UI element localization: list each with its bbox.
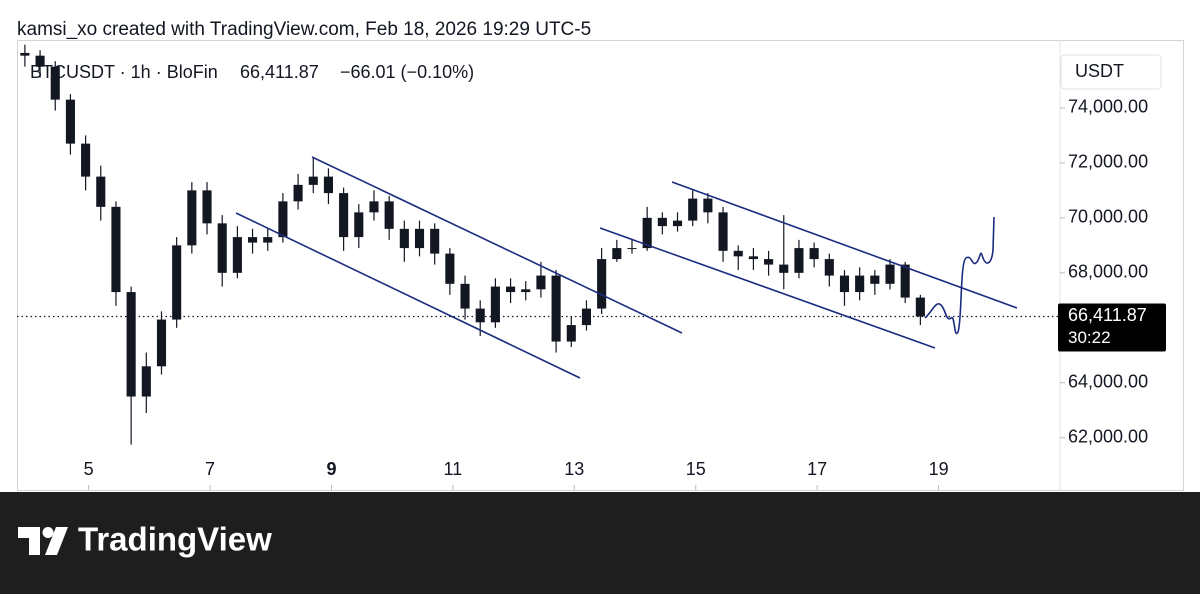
candle-body — [688, 198, 698, 221]
currency: USDT — [1075, 61, 1124, 81]
candle-body — [248, 237, 258, 243]
candle-body — [111, 206, 121, 293]
y-tick-label: 70,000.00 — [1068, 207, 1148, 227]
candle-body — [81, 143, 91, 177]
candle-body — [885, 264, 895, 284]
footer-brand: TradingView — [78, 521, 272, 558]
logo-mark — [42, 527, 54, 538]
candle-body — [566, 325, 576, 342]
candle-body — [779, 264, 789, 273]
candle-body — [399, 228, 409, 249]
candle-body — [581, 308, 592, 326]
candle-body — [672, 220, 683, 227]
x-tick-label: 13 — [564, 459, 584, 479]
x-tick-label: 5 — [84, 459, 94, 479]
candle-body — [809, 248, 819, 260]
x-tick-label: 7 — [205, 459, 215, 479]
candle-body — [50, 66, 60, 100]
candle-body — [748, 256, 758, 260]
candle-body — [339, 193, 349, 238]
candle-body — [278, 201, 288, 238]
candle-body — [263, 237, 273, 243]
candle-body — [657, 217, 667, 227]
candle-body — [202, 190, 212, 224]
trendline — [235, 212, 581, 379]
candle-body — [915, 297, 925, 317]
candle-body — [308, 176, 318, 185]
candle-body — [217, 223, 227, 273]
projection-path — [924, 216, 995, 335]
candle-body — [445, 253, 455, 284]
candle-body — [323, 176, 333, 194]
x-tick-label: 9 — [326, 459, 336, 479]
candle-body — [506, 286, 516, 293]
candle-body — [354, 212, 364, 238]
candles — [20, 44, 925, 445]
trendline — [671, 181, 1018, 309]
y-tick-label: 74,000.00 — [1068, 97, 1148, 117]
x-tick-label: 15 — [686, 459, 706, 479]
tradingview-logo — [18, 527, 68, 555]
candle-body — [126, 292, 136, 397]
x-tick-label: 11 — [444, 459, 463, 479]
candle-body — [172, 245, 182, 320]
candle-body — [475, 308, 485, 323]
countdown: 30:22 — [1068, 328, 1111, 347]
last-price-label: 66,411.87 — [1068, 305, 1147, 325]
logo-mark — [18, 527, 40, 555]
panel — [0, 0, 1200, 492]
x-tick-label: 17 — [807, 459, 827, 479]
candle-body — [35, 55, 45, 67]
candle-body — [384, 201, 394, 229]
plot-frame — [17, 40, 1184, 491]
currency-box — [1060, 54, 1162, 90]
candle-body — [293, 184, 303, 202]
candle-body — [551, 275, 561, 342]
candle-body — [855, 275, 865, 293]
candle-body — [460, 283, 470, 309]
x-tick-label: 19 — [929, 459, 949, 479]
candle-body — [369, 201, 379, 213]
candle-body — [156, 319, 167, 367]
y-tick-label: 64,000.00 — [1068, 372, 1148, 392]
y-tick-label: 72,000.00 — [1068, 152, 1148, 172]
candle-body — [20, 52, 30, 56]
candle-body — [839, 275, 850, 293]
candle-body — [718, 212, 728, 251]
y-tick-label: 68,000.00 — [1068, 262, 1148, 282]
last-price-header: 66,411.87 — [240, 62, 319, 82]
candle-body — [187, 190, 197, 246]
candle-body — [141, 366, 151, 397]
candle-body — [870, 275, 880, 284]
candle-body — [627, 248, 637, 250]
candle-body — [536, 275, 546, 290]
candle-body — [521, 289, 531, 293]
candle-body — [612, 248, 622, 260]
candle-body — [96, 176, 106, 207]
trendline — [599, 227, 936, 349]
price-change: −66.01 (−0.10%) — [340, 62, 474, 82]
last-price-box — [1058, 303, 1166, 352]
candle-body — [597, 259, 607, 309]
candle-body — [703, 198, 713, 213]
candle-body — [824, 259, 834, 276]
candle-body — [490, 286, 500, 323]
candle-body — [65, 99, 75, 144]
candle-body — [900, 264, 910, 298]
candle-body — [733, 250, 743, 257]
trendline — [311, 156, 683, 334]
logo-mark — [45, 527, 68, 555]
drawings — [235, 156, 1018, 379]
candle-body — [794, 248, 804, 273]
candle-body — [232, 237, 242, 273]
candle-body — [430, 228, 440, 254]
attribution: kamsi_xo created with TradingView.com, F… — [17, 19, 591, 40]
candle-body — [414, 228, 425, 249]
symbol-title: BTCUSDT · 1h · BloFin — [30, 62, 218, 82]
candle-body — [642, 217, 652, 249]
y-tick-label: 62,000.00 — [1068, 427, 1148, 447]
candle-body — [764, 259, 774, 265]
